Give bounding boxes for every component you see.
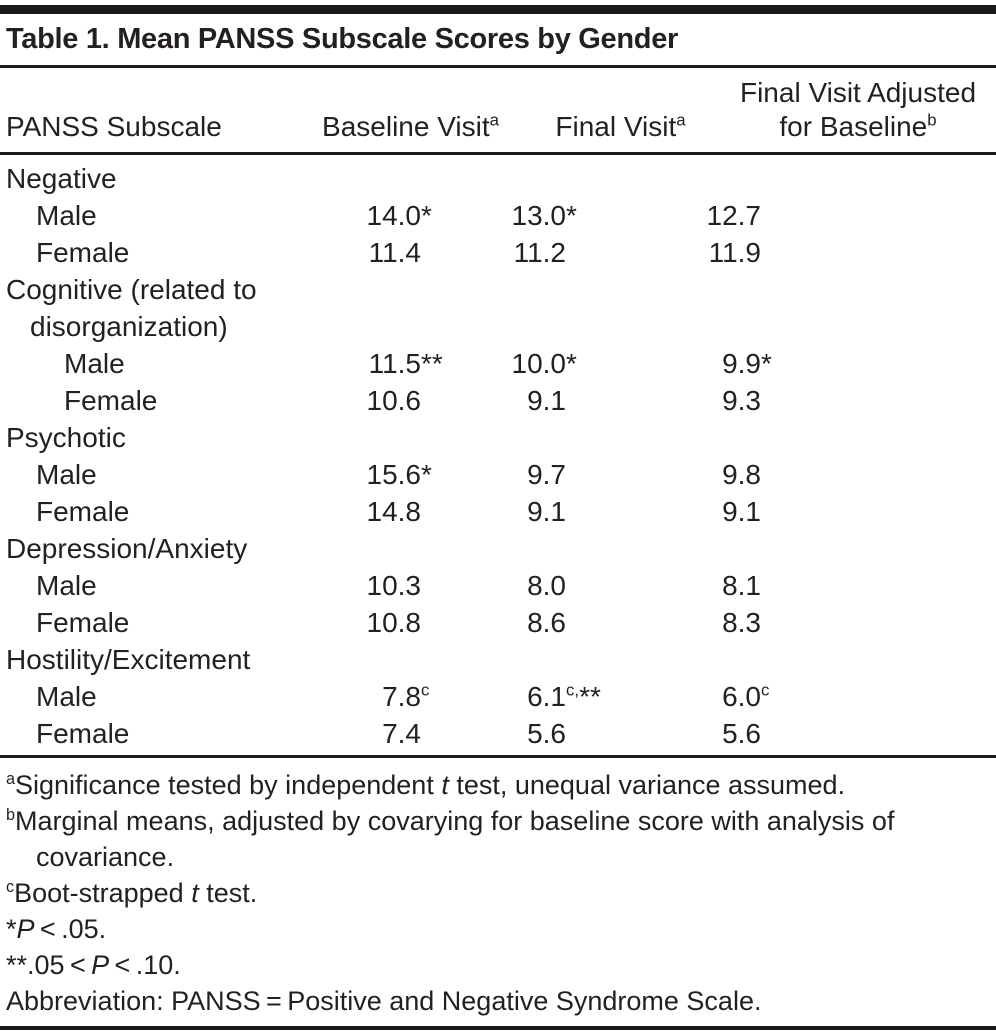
score-value-cell: 7.8 c — [382, 680, 430, 712]
table-row: Female 11.4 11.2 11.9 — [6, 234, 988, 271]
table-header-row: PANSS Subscale Baseline Visita Final Vis… — [0, 68, 996, 155]
score-value-cell: 13.0 * — [511, 200, 577, 231]
score-value-cell: 6.1 c,** — [527, 680, 601, 712]
subscale-group-label: Depression/Anxiety — [6, 533, 248, 564]
table-row: Male 7.8 c 6.1 c,** 6.0 c — [6, 678, 988, 715]
table-row: Male 14.0 * 13.0 * 12.7 — [6, 197, 988, 234]
table-row: Cognitive (related to disorganization) — [6, 271, 988, 345]
bottom-rule — [0, 1026, 996, 1030]
gender-row-label: Female — [36, 718, 130, 749]
subscale-group-label: Cognitive (related to disorganization) — [6, 274, 257, 342]
score-value-cell: 11.2 — [513, 237, 566, 268]
table-footnotes: aSignificance tested by independent t te… — [0, 758, 996, 1024]
score-value-cell: 6.0 c — [722, 680, 770, 712]
score-value-cell: 10.3 — [366, 570, 422, 601]
footnote-line: Abbreviation: PANSS = Positive and Negat… — [6, 986, 762, 1016]
score-value-cell: 8.0 — [527, 570, 566, 601]
column-header-final-visit-adjusted: Final Visit Adjusted for Baselineb — [728, 76, 988, 144]
score-value-cell: 9.7 — [527, 459, 566, 490]
title-rule — [0, 65, 996, 68]
column-header-panss-subscale: PANSS Subscale — [6, 111, 222, 142]
score-value-cell: 9.3 — [722, 385, 761, 416]
table-row: Female 10.8 8.6 8.3 — [6, 604, 988, 641]
gender-row-label: Male — [36, 570, 97, 601]
score-value-cell: 11.5 ** — [368, 348, 443, 379]
footnote-line: cBoot-strapped t test. — [6, 878, 258, 908]
score-value-cell: 7.4 — [382, 718, 421, 749]
table-row: Female 7.4 5.6 5.6 — [6, 715, 988, 752]
score-value-cell: 10.6 — [366, 385, 422, 416]
footnote-line: **.05 < P < .10. — [6, 950, 181, 980]
score-value-cell: 5.6 — [527, 718, 566, 749]
score-value-cell: 8.6 — [527, 607, 566, 638]
score-value-cell: 10.8 — [366, 607, 422, 638]
table-row: Female 14.8 9.1 9.1 — [6, 493, 988, 530]
table-row: Psychotic — [6, 419, 988, 456]
top-rule — [0, 5, 996, 14]
score-value-cell: 5.6 — [722, 718, 761, 749]
gender-row-label: Female — [36, 607, 130, 638]
score-value-cell: 11.4 — [368, 237, 421, 268]
score-value-cell: 9.1 — [527, 496, 566, 527]
table-row: Depression/Anxiety — [6, 530, 988, 567]
score-value-cell: 8.1 — [722, 570, 761, 601]
table-row: Female 10.6 9.1 9.3 — [6, 382, 988, 419]
score-value-cell: 15.6 * — [366, 459, 432, 490]
gender-row-label: Male — [36, 200, 97, 231]
gender-row-label: Female — [36, 237, 130, 268]
table-row: Male 10.3 8.0 8.1 — [6, 567, 988, 604]
column-header-final-text: Final Visit — [555, 111, 677, 142]
score-value-cell: 14.0 * — [366, 200, 432, 231]
table-row: Hostility/Excitement — [6, 641, 988, 678]
footnote-marker-a: a — [676, 110, 686, 130]
table-title: Table 1. Mean PANSS Subscale Scores by G… — [6, 23, 679, 55]
score-value-cell: 9.8 — [722, 459, 761, 490]
score-value-cell: 10.0 * — [511, 348, 577, 379]
score-value-cell: 14.8 — [366, 496, 422, 527]
score-value-cell: 9.9 * — [722, 348, 772, 379]
column-header-adjusted-line1: Final Visit Adjusted — [739, 77, 977, 108]
gender-row-label: Female — [36, 496, 130, 527]
score-value-cell: 12.7 — [706, 200, 762, 231]
score-value-cell: 9.1 — [527, 385, 566, 416]
footnote-line: bMarginal means, adjusted by covarying f… — [6, 806, 895, 836]
table-body: Negative Male 14.0 * 13.0 * 12.7 Female 11.4 11.2… — [0, 155, 996, 758]
score-value-cell: 8.3 — [722, 607, 761, 638]
gender-row-label: Male — [36, 459, 97, 490]
table-row: Negative — [6, 160, 988, 197]
gender-row-label: Male — [36, 681, 97, 712]
footnote-line: covariance. — [36, 842, 175, 872]
column-header-adjusted-line2: for Baseline — [779, 111, 928, 142]
column-header-final-visit: Final Visita — [513, 110, 728, 144]
table-row: Male 11.5 ** 10.0 * 9.9 * — [6, 345, 988, 382]
score-value-cell: 9.1 — [722, 496, 761, 527]
gender-row-label: Female — [64, 385, 158, 416]
footnote-line: *P < .05. — [6, 914, 107, 944]
footnote-line: aSignificance tested by independent t te… — [6, 770, 846, 800]
column-header-baseline-visit: Baseline Visita — [308, 110, 513, 144]
subscale-group-label: Hostility/Excitement — [6, 644, 251, 675]
footnote-marker-a: a — [489, 110, 499, 130]
subscale-group-label: Negative — [6, 163, 117, 194]
footnote-marker-b: b — [927, 110, 937, 130]
score-value-cell: 11.9 — [708, 237, 761, 268]
gender-row-label: Male — [64, 348, 125, 379]
table-row: Male 15.6 * 9.7 9.8 — [6, 456, 988, 493]
column-header-baseline-text: Baseline Visit — [322, 111, 490, 142]
subscale-group-label: Psychotic — [6, 422, 126, 453]
